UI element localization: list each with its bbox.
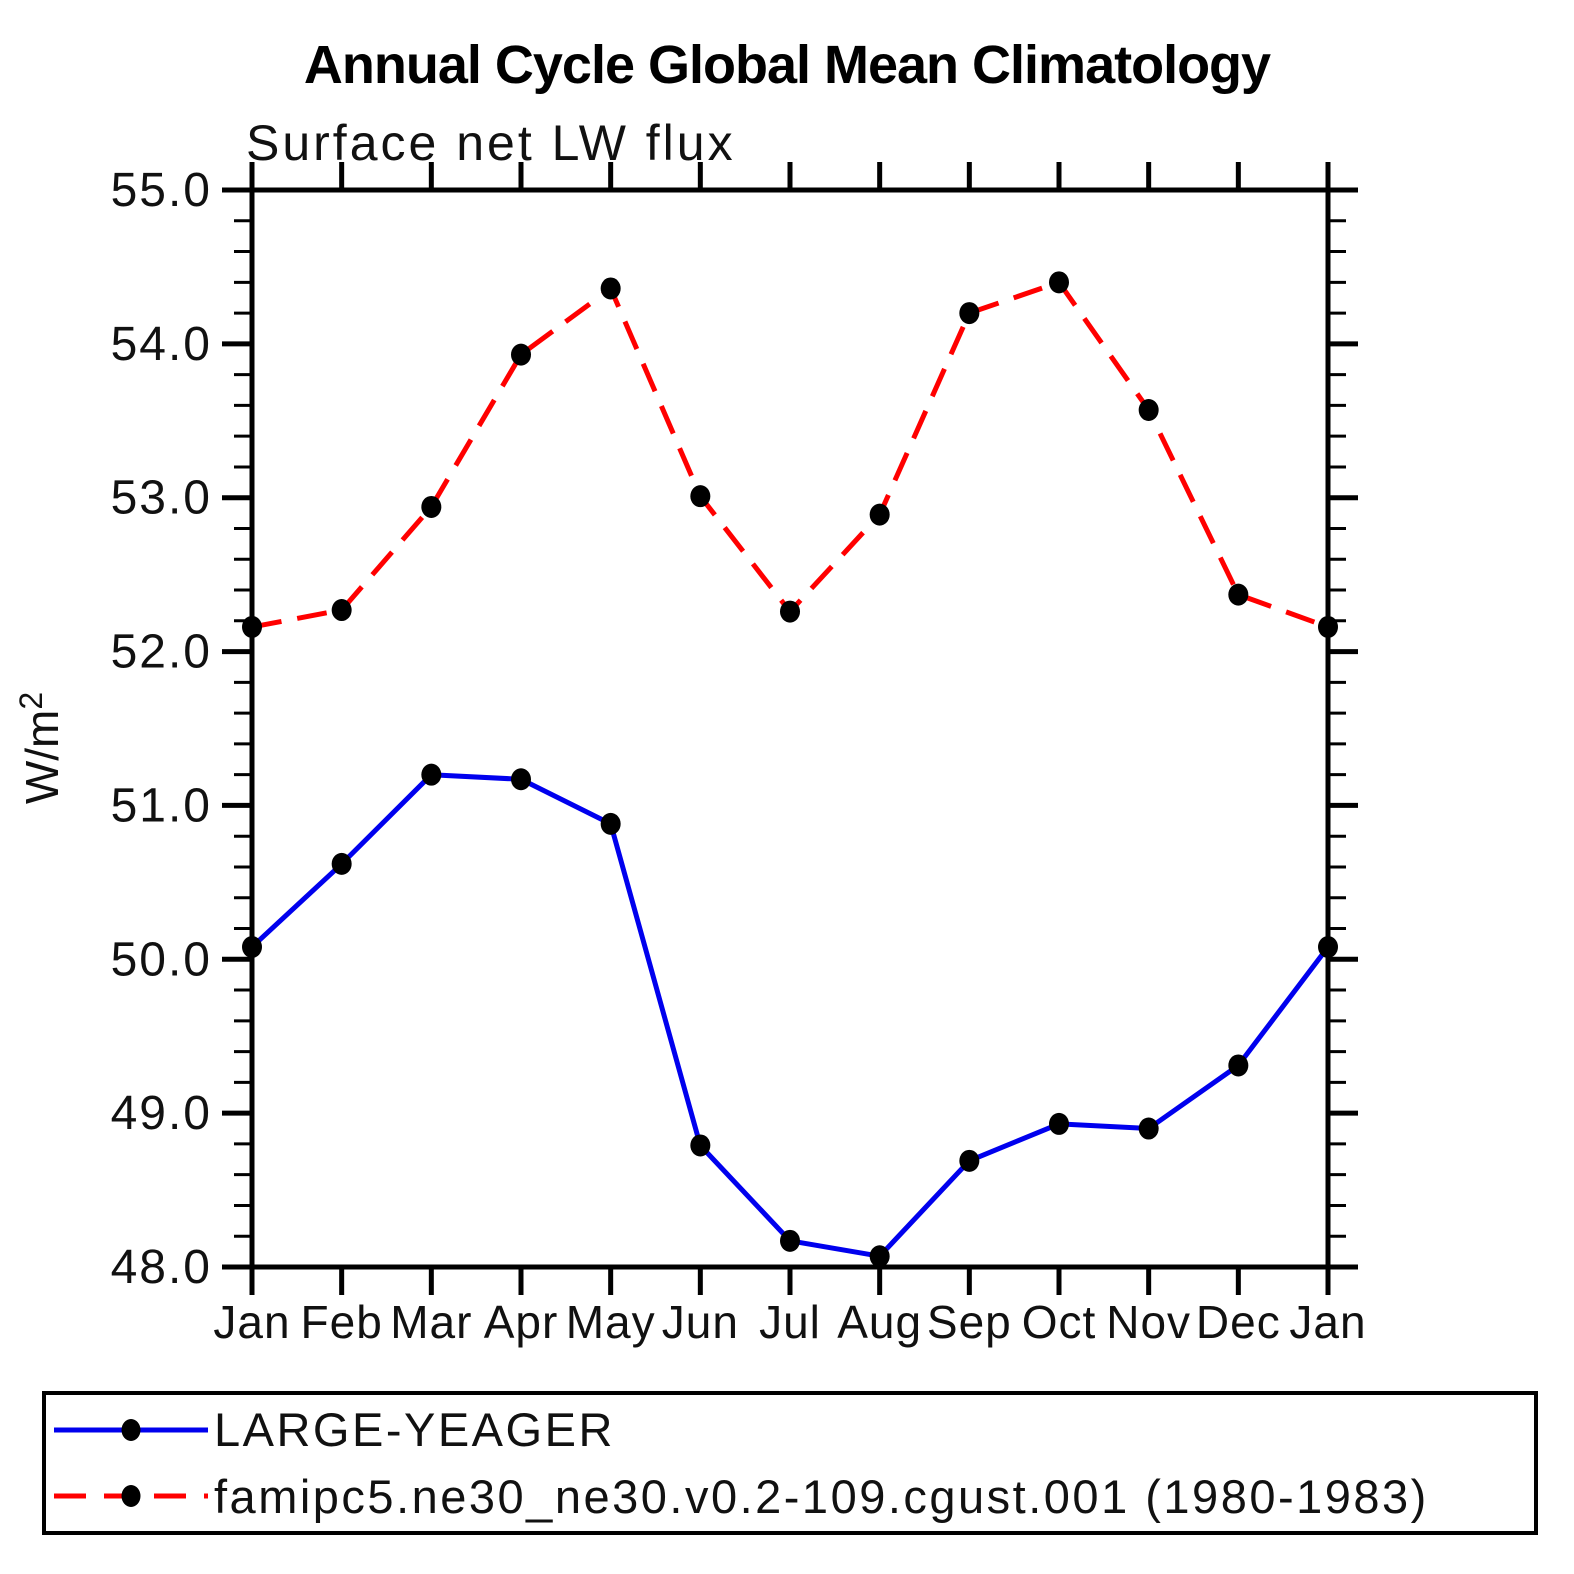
data-point-marker: [959, 302, 980, 325]
legend-sample-dashed-line: [54, 1485, 208, 1508]
data-point-marker: [1049, 271, 1069, 294]
x-axis-ticks: Jan Feb Mar Apr May Jun Jul Aug Sep Oct Nov Dec Jan: [213, 162, 1366, 1348]
series-line: [251, 279, 1329, 630]
legend-item-famipc5: famipc5.ne30_ne30.v0.2-109.cgust.001 (19…: [46, 1464, 1534, 1528]
x-tick-label: Feb: [301, 1296, 383, 1348]
series-large-yeager: [242, 763, 1338, 1268]
data-point-marker: [1228, 583, 1249, 606]
data-point-marker: [1049, 1112, 1069, 1135]
data-point-marker: [690, 1134, 711, 1157]
y-tick-label: 51.0: [111, 779, 212, 832]
x-tick-label: Apr: [484, 1296, 559, 1348]
legend-sample-solid-line: [54, 1418, 208, 1441]
legend-label-large-yeager: LARGE-YEAGER: [214, 1403, 615, 1457]
data-point-marker: [1138, 399, 1159, 422]
y-tick-label: 53.0: [111, 472, 212, 525]
x-tick-label: Dec: [1196, 1296, 1281, 1348]
data-point-marker: [1318, 615, 1338, 638]
x-tick-label: Jul: [759, 1296, 821, 1348]
data-point-marker: [690, 485, 711, 508]
y-tick-label: 48.0: [111, 1241, 212, 1294]
legend-item-large-yeager: LARGE-YEAGER: [46, 1398, 1534, 1462]
data-point-marker: [869, 1245, 890, 1268]
y-tick-label: 49.0: [111, 1087, 212, 1140]
data-point-marker: [242, 615, 262, 638]
data-point-marker: [959, 1149, 980, 1172]
data-point-marker: [1138, 1117, 1159, 1140]
x-tick-label: May: [566, 1296, 656, 1348]
data-point-marker: [421, 495, 442, 518]
x-tick-label: Mar: [390, 1296, 472, 1348]
legend-label-famipc5: famipc5.ne30_ne30.v0.2-109.cgust.001 (19…: [214, 1469, 1429, 1523]
data-point-marker: [1228, 1054, 1249, 1077]
data-point-marker: [780, 600, 800, 623]
x-tick-label: Aug: [837, 1296, 922, 1348]
series-line: [250, 772, 1330, 1259]
data-point-marker: [421, 763, 442, 786]
x-tick-label: Jun: [662, 1296, 739, 1348]
y-tick-label: 50.0: [111, 933, 212, 986]
data-point-marker: [869, 503, 890, 526]
data-point-marker: [331, 852, 352, 875]
plot-frame: [249, 187, 1331, 1270]
legend: LARGE-YEAGER famipc5.ne30_ne30.v0.2-109.…: [42, 1391, 1538, 1535]
x-tick-label: Jan: [213, 1296, 290, 1348]
series-famipc5: [242, 271, 1338, 638]
data-point-marker: [331, 599, 352, 622]
x-tick-label: Jan: [1289, 1296, 1366, 1348]
y-tick-label: 55.0: [111, 164, 212, 217]
data-point-marker: [511, 343, 531, 366]
data-point-marker: [600, 812, 621, 835]
y-axis-label: W/m2: [13, 692, 68, 804]
chart-title: Annual Cycle Global Mean Climatology: [303, 35, 1271, 95]
data-point-marker: [1318, 935, 1338, 958]
data-point-marker: [242, 935, 262, 958]
data-point-marker: [511, 768, 531, 791]
y-tick-label: 52.0: [111, 626, 212, 679]
x-tick-label: Sep: [927, 1296, 1012, 1348]
y-tick-label: 54.0: [111, 318, 212, 371]
x-tick-label: Oct: [1022, 1296, 1097, 1348]
y-axis-ticks: 48.0 49.0 50.0 51.0 52.0 53.0 54.0 55.0: [111, 164, 1358, 1294]
data-point-marker: [780, 1229, 800, 1252]
chart-subtitle: Surface net LW flux: [246, 115, 736, 171]
data-point-marker: [600, 277, 621, 300]
x-tick-label: Nov: [1106, 1296, 1191, 1348]
